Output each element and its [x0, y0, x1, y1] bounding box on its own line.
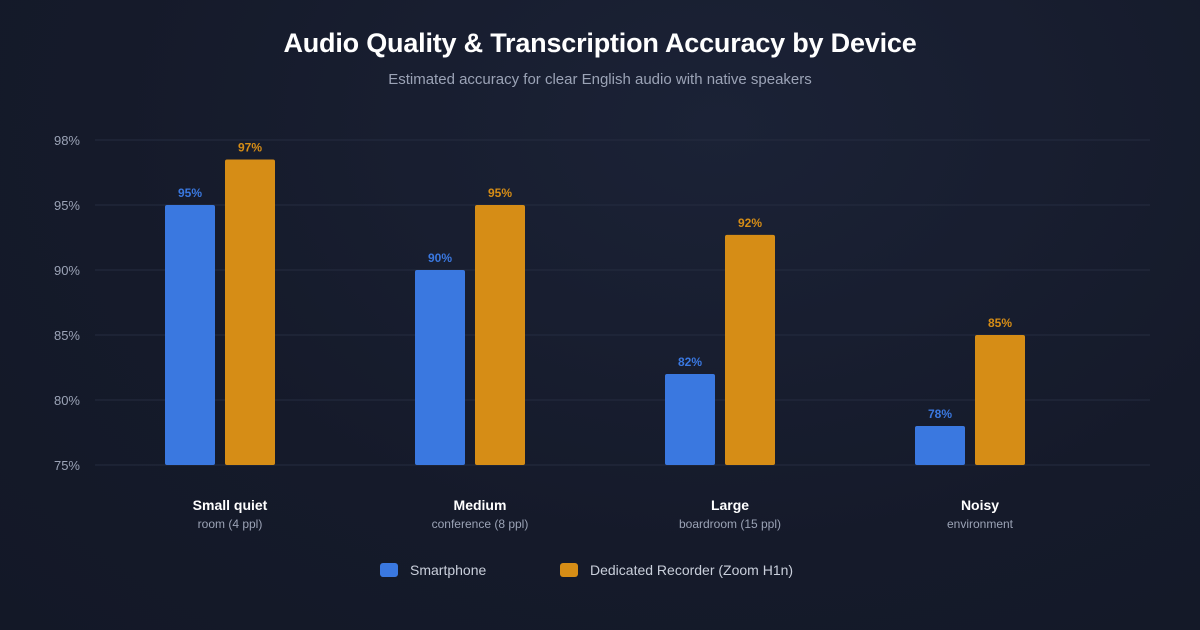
x-category-label: Small quiet [193, 497, 268, 513]
legend-label-recorder: Dedicated Recorder (Zoom H1n) [590, 562, 794, 578]
y-tick-label: 75% [54, 458, 80, 473]
legend-item-smartphone: Smartphone [380, 562, 486, 578]
x-category-sublabel: environment [947, 517, 1014, 531]
data-label-recorder: 85% [988, 316, 1012, 330]
legend: Smartphone Dedicated Recorder (Zoom H1n) [0, 562, 1200, 584]
y-tick-label: 90% [54, 263, 80, 278]
y-tick-label: 80% [54, 393, 80, 408]
data-label-smartphone: 82% [678, 355, 702, 369]
data-label-smartphone: 90% [428, 251, 452, 265]
chart-subtitle: Estimated accuracy for clear English aud… [388, 71, 812, 88]
x-category-sublabel: conference (8 ppl) [432, 517, 529, 531]
bar-recorder [475, 205, 525, 465]
legend-swatch-smartphone [380, 563, 398, 577]
bar-smartphone [915, 426, 965, 465]
bar-smartphone [665, 374, 715, 465]
data-label-recorder: 95% [488, 186, 512, 200]
data-label-recorder: 97% [238, 141, 262, 155]
data-label-recorder: 92% [738, 216, 762, 230]
x-category-label: Noisy [961, 497, 999, 513]
bar-recorder [225, 159, 275, 465]
data-label-smartphone: 78% [928, 407, 952, 421]
x-category-sublabel: boardroom (15 ppl) [679, 517, 781, 531]
y-tick-label: 95% [54, 198, 80, 213]
y-tick-label: 85% [54, 328, 80, 343]
legend-item-recorder: Dedicated Recorder (Zoom H1n) [560, 562, 793, 578]
bar-smartphone [165, 205, 215, 465]
y-tick-label: 98% [54, 133, 80, 148]
legend-swatch-recorder [560, 563, 578, 577]
x-category-label: Medium [454, 497, 507, 513]
data-label-smartphone: 95% [178, 186, 202, 200]
legend-label-smartphone: Smartphone [410, 562, 487, 578]
x-category-sublabel: room (4 ppl) [198, 517, 263, 531]
bar-smartphone [415, 270, 465, 465]
x-category-label: Large [711, 497, 749, 513]
bar-recorder [725, 234, 775, 465]
bar-recorder [975, 335, 1025, 465]
chart-title: Audio Quality & Transcription Accuracy b… [283, 28, 917, 58]
